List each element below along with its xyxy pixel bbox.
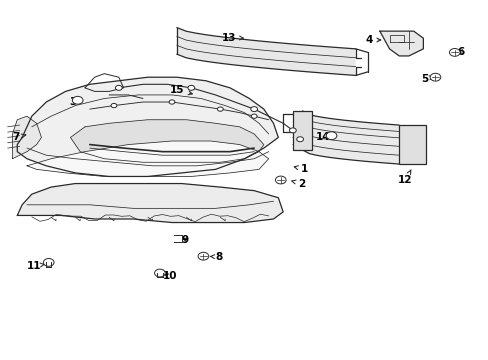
Text: 1: 1 xyxy=(294,165,308,174)
Text: 13: 13 xyxy=(222,32,243,42)
Circle shape xyxy=(43,258,54,266)
Text: 8: 8 xyxy=(210,252,223,262)
Text: 7: 7 xyxy=(13,132,26,143)
Polygon shape xyxy=(27,141,268,176)
Circle shape xyxy=(296,137,303,142)
Text: 6: 6 xyxy=(456,47,464,57)
Circle shape xyxy=(198,252,208,260)
Circle shape xyxy=(72,96,83,104)
Polygon shape xyxy=(70,120,264,162)
Circle shape xyxy=(250,107,257,112)
Text: 2: 2 xyxy=(291,179,305,189)
Circle shape xyxy=(115,85,122,90)
Polygon shape xyxy=(17,184,283,222)
Circle shape xyxy=(325,132,336,140)
Text: 5: 5 xyxy=(420,74,433,84)
Polygon shape xyxy=(379,31,423,56)
Text: 12: 12 xyxy=(397,170,412,185)
Polygon shape xyxy=(177,28,355,76)
Text: 3: 3 xyxy=(69,97,82,107)
Polygon shape xyxy=(302,111,398,164)
Circle shape xyxy=(275,176,285,184)
Circle shape xyxy=(251,114,257,118)
Polygon shape xyxy=(12,116,41,159)
FancyBboxPatch shape xyxy=(398,125,425,164)
Circle shape xyxy=(289,128,296,133)
Text: 15: 15 xyxy=(169,85,192,95)
Circle shape xyxy=(429,73,440,81)
Text: 14: 14 xyxy=(315,132,333,142)
Text: 9: 9 xyxy=(182,235,189,244)
Circle shape xyxy=(217,107,223,111)
Circle shape xyxy=(448,49,459,56)
Circle shape xyxy=(111,103,117,108)
Text: 4: 4 xyxy=(365,35,380,45)
Text: 10: 10 xyxy=(162,271,177,282)
FancyBboxPatch shape xyxy=(292,111,311,150)
Text: 11: 11 xyxy=(27,261,44,271)
Polygon shape xyxy=(17,77,278,176)
Circle shape xyxy=(169,100,175,104)
Circle shape xyxy=(154,269,165,277)
Circle shape xyxy=(187,85,194,90)
